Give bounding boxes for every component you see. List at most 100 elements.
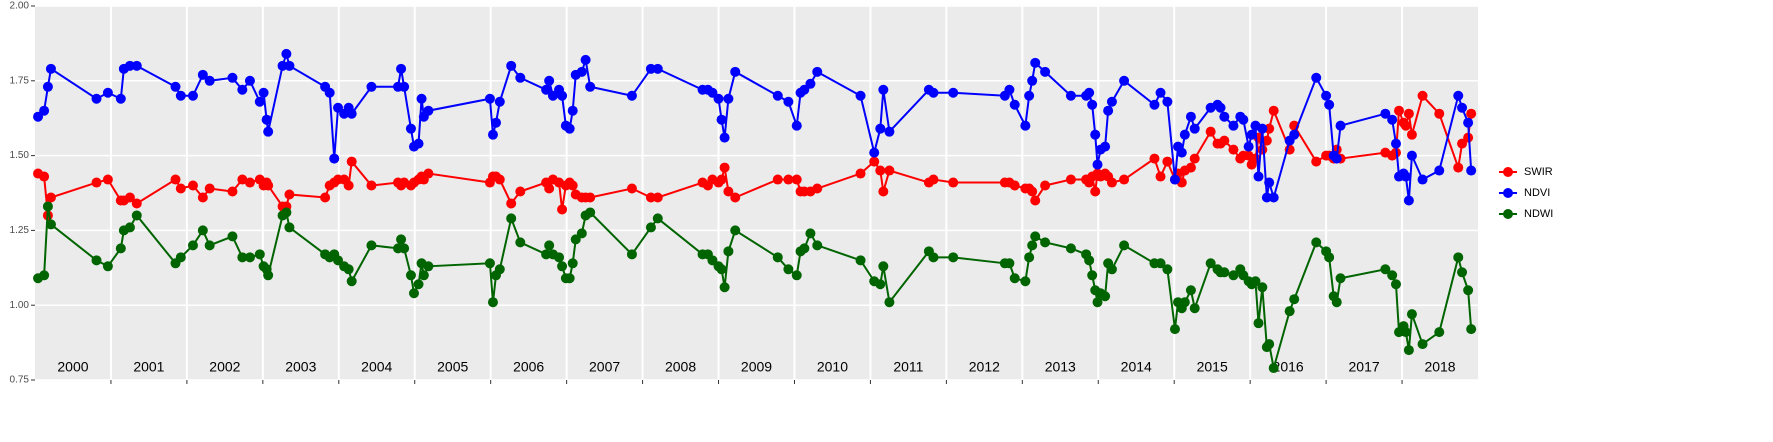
- data-point: [652, 213, 663, 224]
- data-point: [716, 114, 727, 125]
- year-label: 2007: [589, 359, 620, 375]
- data-point: [494, 174, 505, 185]
- data-point: [237, 252, 248, 263]
- data-point: [187, 180, 198, 191]
- data-point: [515, 237, 526, 248]
- data-point: [928, 252, 939, 263]
- data-point: [284, 222, 295, 233]
- data-point: [1331, 153, 1342, 164]
- data-point: [1030, 57, 1041, 68]
- data-point: [791, 120, 802, 131]
- data-point: [713, 93, 724, 104]
- data-point: [1219, 111, 1230, 122]
- data-point: [416, 93, 427, 104]
- data-point: [1261, 135, 1272, 146]
- data-point: [115, 243, 126, 254]
- year-label: 2006: [513, 359, 544, 375]
- data-point: [1009, 180, 1020, 191]
- data-point: [187, 90, 198, 101]
- data-point: [1087, 99, 1098, 110]
- year-label: 2012: [969, 359, 1000, 375]
- data-point: [45, 63, 56, 74]
- data-point: [124, 192, 135, 203]
- data-point: [366, 180, 377, 191]
- data-point: [1009, 99, 1020, 110]
- data-point: [805, 228, 816, 239]
- legend-swatch: [1503, 167, 1513, 177]
- data-point: [716, 264, 727, 275]
- data-point: [170, 174, 181, 185]
- data-point: [1324, 252, 1335, 263]
- data-point: [1453, 252, 1464, 263]
- data-point: [723, 93, 734, 104]
- data-point: [884, 165, 895, 176]
- data-point: [102, 174, 113, 185]
- data-point: [1084, 87, 1095, 98]
- data-point: [557, 261, 568, 272]
- data-point: [244, 252, 255, 263]
- data-point: [1020, 276, 1031, 287]
- data-point: [261, 114, 272, 125]
- data-point: [1264, 177, 1275, 188]
- data-point: [723, 186, 734, 197]
- data-point: [39, 105, 50, 116]
- data-point: [1219, 267, 1230, 278]
- data-point: [1065, 174, 1076, 185]
- data-point: [1324, 99, 1335, 110]
- data-point: [1027, 75, 1038, 86]
- data-point: [131, 60, 142, 71]
- data-point: [263, 270, 274, 281]
- data-point: [1335, 273, 1346, 284]
- data-point: [396, 234, 407, 245]
- data-point: [544, 240, 555, 251]
- data-point: [716, 174, 727, 185]
- data-point: [576, 228, 587, 239]
- data-point: [1185, 111, 1196, 122]
- data-point: [1162, 96, 1173, 107]
- data-point: [175, 90, 186, 101]
- legend-swatch: [1503, 209, 1513, 219]
- data-point: [1090, 186, 1101, 197]
- data-point: [1065, 243, 1076, 254]
- data-point: [576, 66, 587, 77]
- data-point: [244, 75, 255, 86]
- year-label: 2005: [437, 359, 468, 375]
- year-label: 2002: [209, 359, 240, 375]
- data-point: [1040, 180, 1051, 191]
- data-point: [515, 186, 526, 197]
- data-point: [1119, 174, 1130, 185]
- data-point: [494, 96, 505, 107]
- data-point: [1065, 90, 1076, 101]
- data-point: [884, 126, 895, 137]
- data-point: [730, 225, 741, 236]
- year-label: 2008: [665, 359, 696, 375]
- data-point: [812, 240, 823, 251]
- data-point: [544, 183, 555, 194]
- data-point: [1215, 102, 1226, 113]
- data-point: [1394, 105, 1405, 116]
- data-point: [1228, 144, 1239, 155]
- data-point: [1219, 135, 1230, 146]
- data-point: [567, 258, 578, 269]
- data-point: [1457, 267, 1468, 278]
- data-point: [772, 90, 783, 101]
- data-point: [405, 123, 416, 134]
- data-point: [1024, 90, 1035, 101]
- data-point: [580, 54, 591, 65]
- data-point: [541, 249, 552, 260]
- plot-background: [35, 6, 1478, 380]
- data-point: [366, 240, 377, 251]
- data-point: [1466, 165, 1477, 176]
- data-point: [1417, 174, 1428, 185]
- data-point: [254, 249, 265, 260]
- data-point: [544, 75, 555, 86]
- data-point: [197, 69, 208, 80]
- data-point: [1189, 303, 1200, 314]
- data-point: [1400, 120, 1411, 131]
- data-point: [244, 177, 255, 188]
- data-point: [1119, 75, 1130, 86]
- data-point: [541, 84, 552, 95]
- data-point: [320, 192, 331, 203]
- data-point: [1253, 171, 1264, 182]
- data-point: [131, 198, 142, 209]
